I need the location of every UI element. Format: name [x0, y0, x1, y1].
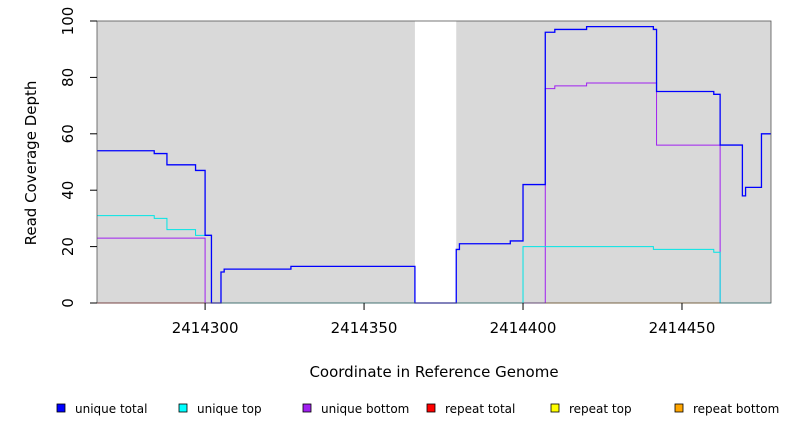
legend-item-unique-bottom: unique bottom — [302, 402, 409, 416]
legend-label: repeat bottom — [693, 402, 779, 416]
legend-label: unique top — [197, 402, 262, 416]
legend-item-unique-top: unique top — [178, 402, 262, 416]
x-axis: 2414300 2414350 2414400 2414450 — [172, 303, 716, 337]
legend-label: repeat top — [569, 402, 632, 416]
y-tick-label: 100 — [59, 7, 77, 36]
legend-label: unique total — [75, 402, 147, 416]
background-region-2 — [456, 21, 771, 303]
legend-item-unique-total: unique total — [56, 402, 147, 416]
legend-label: unique bottom — [321, 402, 409, 416]
y-tick-label: 40 — [59, 181, 77, 200]
x-tick-label: 2414450 — [649, 319, 716, 337]
series-line-unique-total — [97, 25, 771, 304]
legend-swatch — [56, 403, 66, 413]
y-tick-label: 80 — [59, 68, 77, 87]
y-tick-label: 60 — [59, 124, 77, 143]
legend-label: repeat total — [445, 402, 515, 416]
x-axis-title: Coordinate in Reference Genome — [309, 363, 558, 381]
x-tick-label: 2414400 — [490, 319, 557, 337]
legend-swatch — [302, 403, 312, 413]
y-tick-label: 0 — [59, 298, 77, 308]
legend-swatch — [674, 403, 684, 413]
background-regions — [97, 21, 771, 303]
x-tick-label: 2414300 — [172, 319, 239, 337]
y-tick-label: 20 — [59, 237, 77, 256]
legend-swatch — [426, 403, 436, 413]
legend: unique total unique top unique bottom repea… — [56, 402, 779, 416]
y-axis-title: Read Coverage Depth — [22, 81, 40, 246]
plot-frame — [96, 20, 772, 304]
legend-item-repeat-total: repeat total — [426, 402, 515, 416]
y-axis: 0 20 40 60 80 100 — [59, 7, 97, 308]
legend-item-repeat-bottom: repeat bottom — [674, 402, 779, 416]
x-tick-label: 2414350 — [331, 319, 398, 337]
legend-item-repeat-top: repeat top — [550, 402, 632, 416]
legend-swatch — [178, 403, 188, 413]
legend-swatch — [550, 403, 560, 413]
background-region-1 — [97, 21, 415, 303]
